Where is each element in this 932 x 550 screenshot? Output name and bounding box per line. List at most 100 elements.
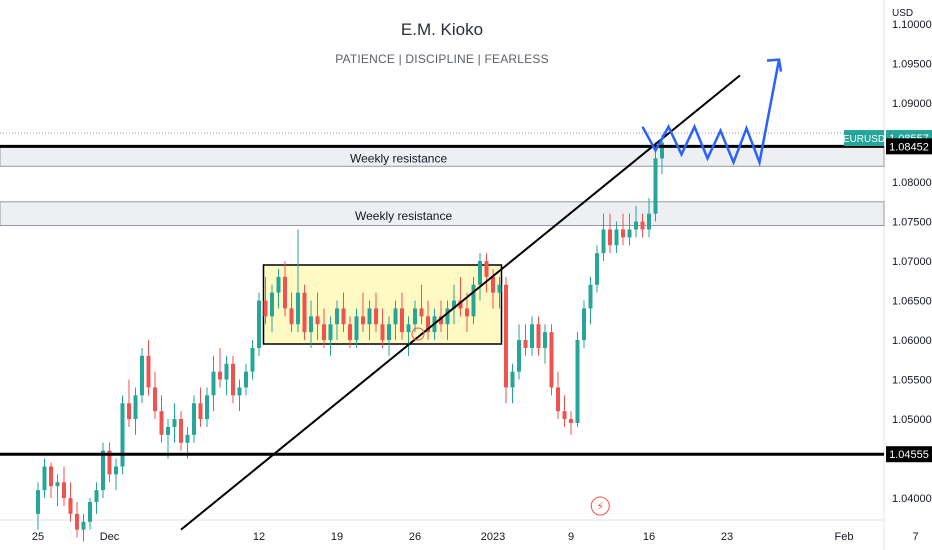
x-tick-label: 9 — [568, 531, 574, 543]
candle-body — [595, 253, 599, 285]
candle-body — [348, 324, 352, 341]
candle-body — [562, 411, 567, 420]
candle-body — [296, 292, 300, 325]
candle-body — [452, 300, 456, 309]
candle-body — [530, 324, 534, 348]
support-price-tag-box — [886, 446, 932, 463]
weekly-resistance-lower-band — [0, 201, 885, 227]
candle-body — [445, 308, 450, 325]
candle-body — [309, 316, 313, 333]
candle-body — [192, 403, 196, 435]
candle-body — [647, 213, 651, 230]
candle-body — [42, 466, 47, 491]
candle-body — [621, 229, 625, 238]
candle-body — [322, 324, 326, 341]
x-tick-label: 26 — [409, 531, 421, 543]
lightning-icon: ⚡ — [596, 500, 604, 513]
candle-body — [588, 284, 593, 309]
candle-body — [244, 371, 248, 388]
candle-body — [556, 387, 560, 412]
candle-body — [627, 229, 632, 238]
y-tick-label: 1.05000 — [892, 414, 932, 426]
x-tick-label: 7 — [912, 531, 918, 543]
candle-body — [81, 521, 86, 530]
candle-body — [510, 371, 515, 388]
candle-body — [653, 158, 658, 214]
candle-body — [159, 411, 164, 435]
candle-body — [146, 355, 151, 388]
candle-body — [569, 419, 573, 423]
candle-body — [62, 482, 66, 499]
y-tick-label: 1.06500 — [892, 296, 932, 308]
candle-body — [419, 308, 424, 317]
y-tick-label: 1.08000 — [892, 177, 932, 189]
candle-body — [478, 261, 482, 285]
candle-body — [276, 276, 281, 293]
chart-subtitle: PATIENCE | DISCIPLINE | FEARLESS — [335, 52, 549, 66]
circle-marker-icon — [411, 327, 425, 341]
candle-body — [205, 395, 209, 420]
symbol-price-tag-symbol-box — [844, 130, 884, 147]
candle-body — [263, 300, 268, 317]
candle-body — [393, 308, 398, 325]
candle-body — [517, 340, 521, 372]
candle-body — [153, 387, 157, 412]
candle-body — [660, 142, 664, 159]
candle-body — [614, 229, 619, 246]
candle-body — [536, 324, 541, 348]
candle-body — [127, 403, 131, 420]
y-tick-label: 1.06000 — [892, 335, 932, 347]
candle-body — [218, 371, 222, 380]
candle-body — [367, 308, 372, 325]
candle-body — [257, 300, 261, 348]
y-tick-label: 1.04000 — [892, 493, 932, 505]
x-tick-label: 16 — [643, 531, 655, 543]
candle-body — [465, 308, 469, 317]
candle-body — [36, 490, 40, 514]
candle-body — [302, 292, 307, 333]
candle-body — [523, 340, 528, 348]
resistance-price-tag-value: 1.08452 — [889, 141, 929, 153]
candle-body — [582, 308, 586, 341]
candle-body — [140, 355, 144, 396]
currency-label: USD — [892, 8, 914, 19]
y-tick-label: 1.10000 — [892, 19, 932, 31]
candle-body — [458, 300, 463, 309]
candle-body — [634, 221, 638, 230]
projection-arrowhead — [766, 58, 783, 72]
candle-body — [179, 419, 183, 443]
candle-body — [289, 308, 294, 325]
candle-body — [94, 490, 99, 502]
candle-body — [484, 261, 489, 277]
candle-body — [543, 332, 547, 348]
projection-path — [641, 59, 781, 167]
candle-body — [426, 316, 430, 333]
candle-body — [55, 482, 60, 487]
candle-body — [439, 316, 443, 325]
candle-body — [491, 276, 495, 293]
candle-body — [400, 308, 404, 333]
candle-body — [198, 403, 203, 420]
candle-body — [237, 387, 242, 396]
x-tick-label: 12 — [253, 531, 265, 543]
weekly-resistance-lower-label: Weekly resistance — [355, 209, 452, 223]
candle-body — [380, 324, 385, 341]
candle-body — [88, 502, 92, 522]
candle-body — [640, 221, 645, 230]
candle-body — [601, 229, 606, 254]
x-tick-label: 2023 — [481, 531, 505, 543]
candle-body — [575, 340, 580, 423]
support-price-tag-value: 1.04555 — [889, 449, 929, 461]
candle-body — [107, 450, 112, 475]
x-tick-label: 25 — [32, 531, 44, 543]
candle-body — [354, 316, 359, 341]
candle-body — [101, 450, 105, 491]
candle-body — [471, 284, 476, 317]
candle-body — [231, 363, 235, 396]
candle-body — [114, 466, 118, 475]
candle-body — [49, 466, 53, 487]
chart-title: E.M. Kioko — [400, 20, 484, 39]
candle-body — [185, 434, 190, 443]
candle-body — [361, 316, 365, 325]
